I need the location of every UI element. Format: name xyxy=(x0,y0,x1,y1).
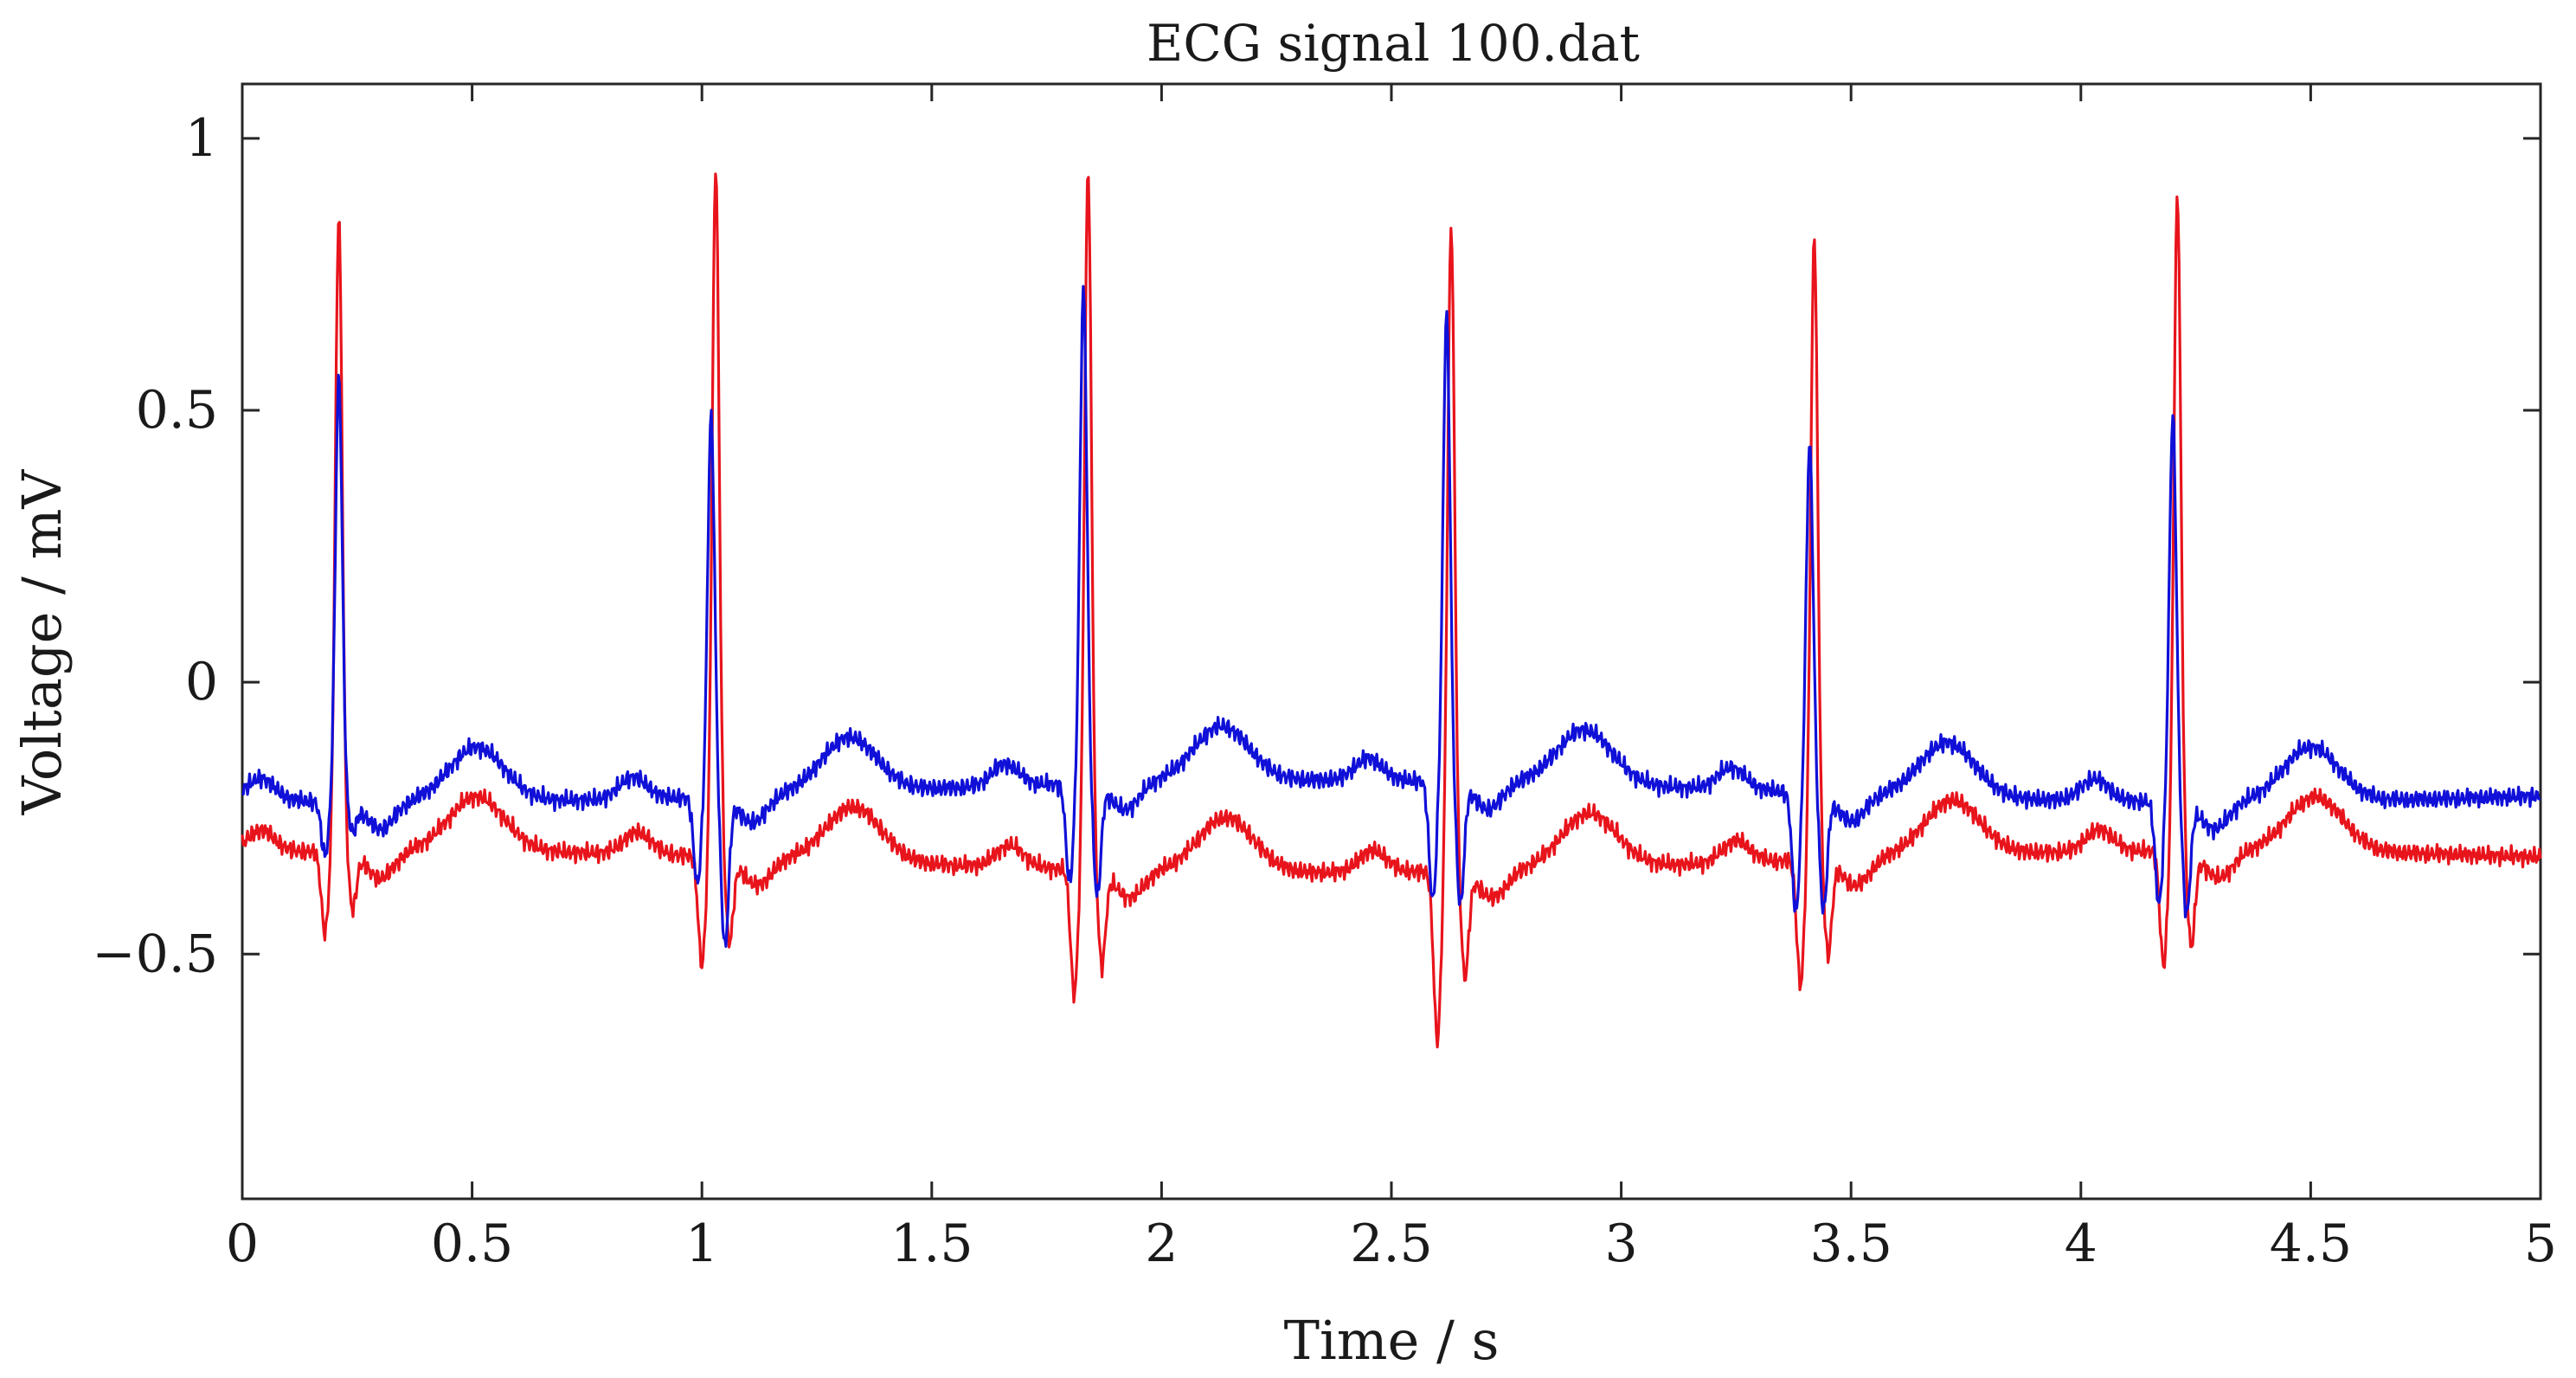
x-tick-label: 1 xyxy=(685,1214,718,1274)
x-tick-label: 2 xyxy=(1145,1214,1178,1274)
x-axis-ticks: 0 0.5 1 1.5 2 2.5 3 3.5 4 4.5 5 xyxy=(226,84,2557,1274)
x-tick-label: 4 xyxy=(2065,1214,2097,1274)
y-tick-label: 1 xyxy=(185,108,218,169)
plot-area-frame xyxy=(241,82,2542,1201)
series-layer xyxy=(241,172,2542,1049)
x-tick-label: 5 xyxy=(2524,1214,2557,1274)
y-axis-label: Voltage / mV xyxy=(10,469,74,816)
x-tick-label: 2.5 xyxy=(1350,1214,1432,1274)
y-tick-label: −0.5 xyxy=(92,924,218,984)
y-axis-ticks: −0.5 0 0.5 1 xyxy=(92,108,2541,984)
y-tick-label: 0 xyxy=(185,652,218,712)
x-tick-label: 1.5 xyxy=(890,1214,973,1274)
x-tick-label: 0 xyxy=(226,1214,259,1274)
y-tick-label: 0.5 xyxy=(136,380,218,441)
x-tick-label: 3 xyxy=(1605,1214,1638,1274)
chart-title: ECG signal 100.dat xyxy=(1147,14,1640,73)
x-tick-label: 3.5 xyxy=(1809,1214,1892,1274)
series-line-channel-1 xyxy=(241,172,2542,1049)
x-tick-label: 0.5 xyxy=(431,1214,513,1274)
x-axis-label: Time / s xyxy=(1284,1309,1500,1372)
series-line-channel-2 xyxy=(241,285,2541,948)
x-tick-label: 4.5 xyxy=(2270,1214,2352,1274)
